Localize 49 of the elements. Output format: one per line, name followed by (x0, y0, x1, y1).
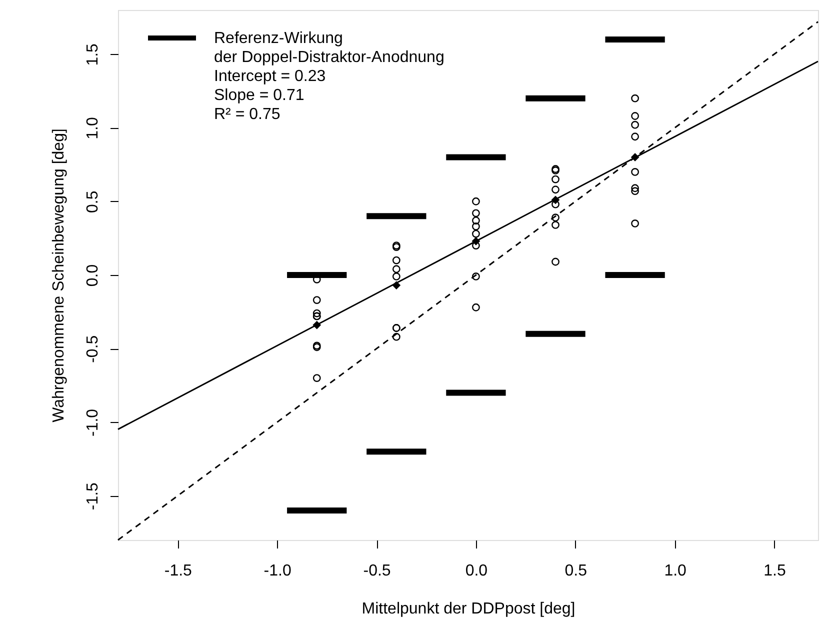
point (392, 265, 400, 274)
y-tick-label: 0.0 (84, 264, 102, 287)
point (631, 120, 639, 129)
x-tick-label: 1.5 (764, 562, 786, 580)
x-tick-label: 1.0 (664, 562, 687, 580)
point (312, 309, 321, 318)
x-tick-label: 0.0 (465, 562, 488, 580)
point (392, 272, 400, 280)
point (472, 222, 480, 230)
x-tick-label: 0.5 (564, 562, 588, 580)
point (631, 187, 639, 196)
y-tick-label: 1.5 (84, 43, 102, 66)
point (472, 272, 480, 280)
annotation: R² = 0.75 (214, 106, 280, 123)
y-axis-title: Wahrgenommene Scheinbewegung [deg] (50, 128, 68, 422)
y-tick-label: -0.5 (84, 335, 102, 363)
point (472, 230, 480, 238)
point (631, 184, 639, 192)
point (552, 186, 560, 194)
point (631, 132, 639, 141)
annotation: Slope = 0.71 (214, 87, 304, 104)
y-tick-label: -1.5 (84, 482, 102, 510)
point (552, 258, 560, 266)
point (392, 256, 400, 264)
y-tick-label: 1.0 (84, 117, 102, 140)
point (472, 197, 480, 206)
point (312, 296, 321, 304)
point (552, 175, 560, 184)
point (392, 332, 400, 341)
point (472, 242, 480, 250)
y-tick-label: -1.0 (84, 408, 102, 437)
point (472, 216, 480, 224)
y-tick-label: 0.5 (84, 190, 102, 214)
point (472, 303, 480, 312)
point (631, 168, 639, 176)
point (552, 214, 560, 222)
x-tick-label: -1.0 (264, 562, 292, 580)
point (631, 220, 639, 228)
legend-label: Referenz-Wirkung der Doppel-Distraktor-Anodnung (214, 30, 444, 66)
point (552, 220, 560, 229)
point (312, 374, 321, 382)
point (631, 94, 639, 102)
point (472, 209, 480, 218)
point (552, 200, 560, 208)
x-axis-title: Mittelpunkt der DDPpost [deg] (362, 600, 576, 618)
x-tick-label: -1.5 (164, 562, 192, 580)
x-tick-label: -0.5 (363, 562, 391, 580)
point (631, 112, 639, 120)
annotation: Intercept = 0.23 (214, 68, 326, 85)
